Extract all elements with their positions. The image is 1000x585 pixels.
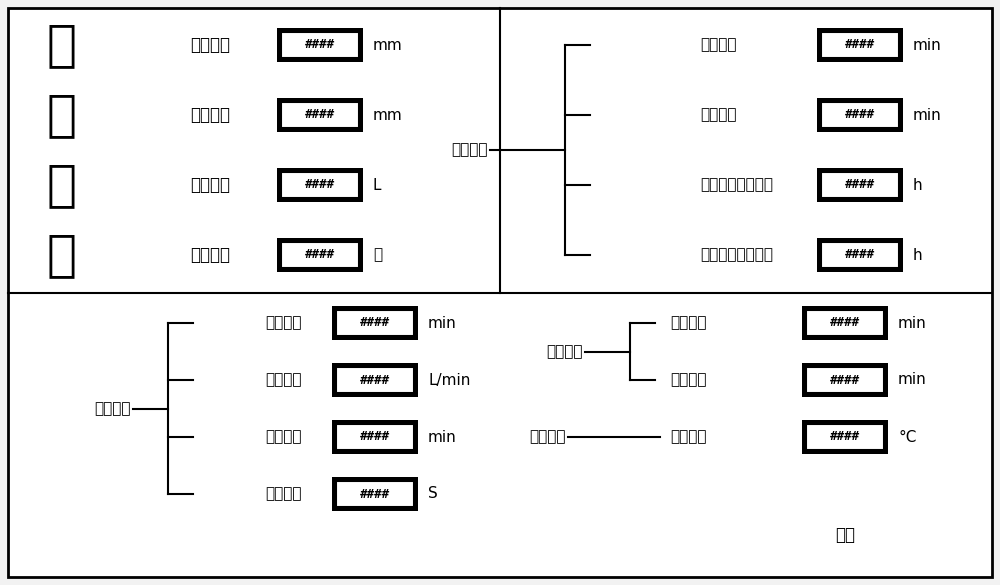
Text: ####: #### — [845, 249, 875, 261]
Text: h: h — [913, 247, 923, 263]
Text: ####: #### — [360, 431, 390, 443]
Bar — [802, 306, 888, 340]
Text: ####: #### — [360, 373, 390, 387]
Text: min: min — [428, 429, 457, 445]
Bar — [336, 481, 414, 507]
Text: 循环次数: 循环次数 — [190, 246, 230, 264]
Bar — [332, 306, 418, 340]
Text: ####: #### — [305, 249, 335, 261]
Bar — [277, 238, 363, 272]
Bar — [336, 367, 414, 393]
Text: L: L — [373, 177, 382, 192]
Bar — [821, 102, 899, 128]
Text: mm: mm — [373, 108, 403, 122]
Bar — [802, 363, 888, 397]
Text: 用户设定: 用户设定 — [546, 344, 583, 359]
Text: 喷淋间隔: 喷淋间隔 — [265, 429, 302, 445]
Text: 最高潮位: 最高潮位 — [190, 36, 230, 54]
Bar — [802, 420, 888, 454]
Text: ####: #### — [305, 178, 335, 191]
Bar — [281, 242, 359, 268]
Text: 返回: 返回 — [835, 526, 855, 544]
Text: ####: #### — [360, 316, 390, 329]
Bar — [281, 32, 359, 58]
Bar — [817, 98, 903, 132]
Text: 吹风间隔: 吹风间隔 — [670, 373, 706, 387]
Bar — [277, 98, 363, 132]
Text: min: min — [913, 108, 942, 122]
Text: min: min — [428, 315, 457, 331]
Bar — [336, 424, 414, 450]
Text: ####: #### — [830, 316, 860, 329]
Bar — [821, 242, 899, 268]
Bar — [806, 424, 884, 450]
Text: ####: #### — [845, 178, 875, 191]
Text: min: min — [898, 373, 927, 387]
Text: 用户设定: 用户设定 — [530, 429, 566, 445]
Text: h: h — [913, 177, 923, 192]
Bar — [817, 28, 903, 62]
Bar — [332, 477, 418, 511]
Text: 次: 次 — [373, 247, 382, 263]
Text: ####: #### — [360, 487, 390, 501]
Text: S: S — [428, 487, 438, 501]
Bar — [817, 238, 903, 272]
Bar — [277, 168, 363, 202]
Text: L/min: L/min — [428, 373, 470, 387]
Bar — [281, 172, 359, 198]
Text: 最低潮位: 最低潮位 — [190, 106, 230, 124]
Text: ####: #### — [830, 373, 860, 387]
Text: 物体体积: 物体体积 — [190, 176, 230, 194]
Text: 设: 设 — [47, 161, 77, 209]
Text: min: min — [898, 315, 927, 331]
Text: ####: #### — [305, 39, 335, 51]
Bar — [817, 168, 903, 202]
Bar — [332, 420, 418, 454]
Text: 喷淋强度: 喷淋强度 — [265, 373, 302, 387]
Text: ####: #### — [845, 108, 875, 122]
Text: °C: °C — [898, 429, 916, 445]
Text: 涨潮时间: 涨潮时间 — [700, 37, 736, 53]
Text: ####: #### — [305, 108, 335, 122]
Text: 水体温度: 水体温度 — [670, 429, 706, 445]
Text: 最低潮位保持时间: 最低潮位保持时间 — [700, 247, 773, 263]
Text: 吹风时间: 吹风时间 — [670, 315, 706, 331]
Bar — [806, 310, 884, 336]
Bar — [806, 367, 884, 393]
Text: mm: mm — [373, 37, 403, 53]
Text: ####: #### — [845, 39, 875, 51]
Text: 最高潮位保持时间: 最高潮位保持时间 — [700, 177, 773, 192]
Text: 参: 参 — [47, 21, 77, 69]
Text: 用户设定: 用户设定 — [94, 401, 131, 416]
Text: 落潮时间: 落潮时间 — [700, 108, 736, 122]
Text: ####: #### — [830, 431, 860, 443]
Text: 数: 数 — [47, 91, 77, 139]
Bar — [277, 28, 363, 62]
Bar — [821, 172, 899, 198]
Text: 喷淋时间: 喷淋时间 — [265, 315, 302, 331]
Text: 抽水延迟: 抽水延迟 — [265, 487, 302, 501]
Bar — [281, 102, 359, 128]
Bar — [336, 310, 414, 336]
Bar — [821, 32, 899, 58]
Text: 用户设定: 用户设定 — [452, 143, 488, 157]
Text: 定: 定 — [47, 231, 77, 279]
Bar — [332, 363, 418, 397]
Text: min: min — [913, 37, 942, 53]
